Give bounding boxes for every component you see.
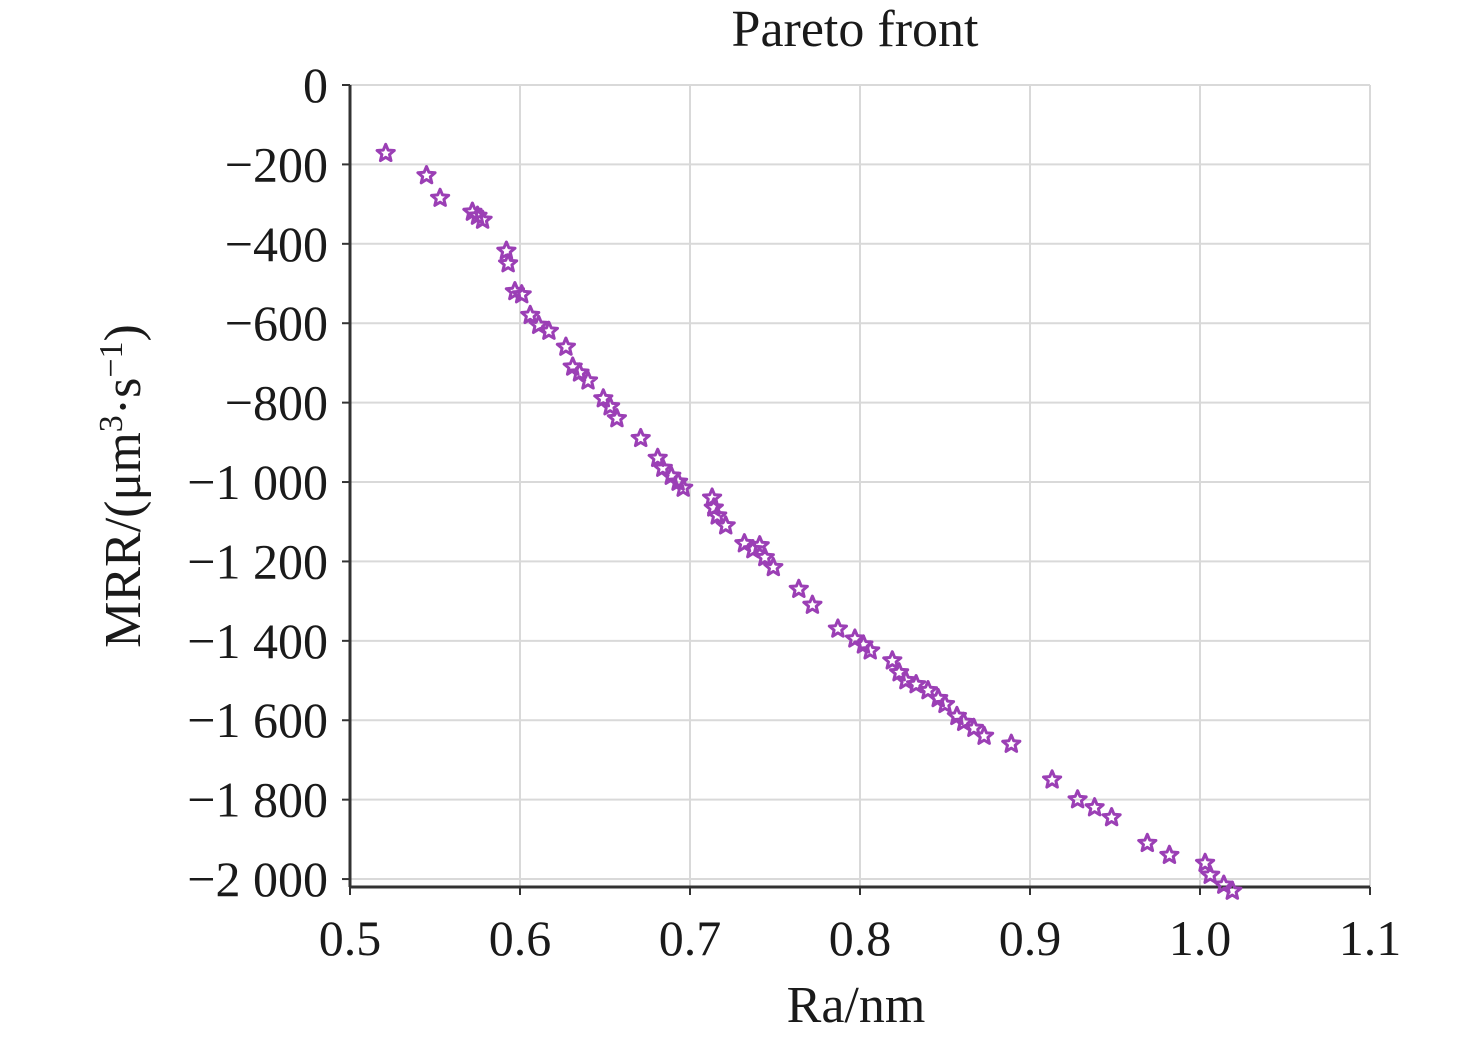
data-point (1101, 807, 1122, 827)
data-point (934, 693, 956, 714)
y-tick-label: −400 (225, 216, 328, 272)
data-point (430, 187, 451, 207)
data-point (600, 396, 621, 416)
data-point (749, 535, 770, 555)
y-tick-label: −1 600 (187, 692, 328, 748)
y-axis-title-end: ) (95, 324, 152, 341)
data-point (375, 142, 396, 163)
y-tick-label: −1 000 (187, 454, 328, 510)
x-axis-title: Ra/nm (787, 977, 926, 1034)
data-point (528, 314, 549, 334)
data-point (707, 505, 728, 525)
data-point (906, 674, 927, 694)
data-point (511, 284, 532, 304)
data-point (647, 447, 668, 467)
x-tick-label: 0.7 (659, 910, 722, 966)
data-point (917, 680, 939, 700)
x-tick-label: 0.6 (489, 910, 552, 966)
y-tick-labels: 0 −200 −400 −600 −800 −1 000 −1 200 −1 400 −1 60… (187, 57, 328, 907)
data-points (375, 142, 1243, 900)
y-tick-label: −1 800 (187, 772, 328, 828)
data-point (1067, 789, 1088, 809)
x-tick-label: 1.0 (1169, 910, 1232, 966)
data-point (742, 539, 763, 559)
x-tick-labels: 0.5 0.6 0.7 0.8 0.9 1.0 1.1 (319, 910, 1402, 966)
y-tick-label: 0 (303, 57, 328, 113)
data-point (754, 547, 775, 567)
y-tick-label: −600 (225, 295, 328, 351)
data-point (860, 640, 881, 660)
data-point (802, 594, 823, 614)
data-point (895, 670, 916, 690)
y-tick-label: −1 400 (187, 613, 328, 669)
data-point (963, 717, 984, 737)
axes (342, 84, 1371, 895)
y-axis-title: MRR/(μm3·s−1) (93, 324, 152, 648)
data-point (882, 650, 903, 670)
data-point (498, 253, 519, 273)
x-tick-label: 1.1 (1339, 910, 1402, 966)
data-point (763, 556, 784, 577)
data-point (1200, 864, 1221, 884)
data-point (577, 370, 599, 390)
y-tick-label: −800 (225, 375, 328, 431)
data-point (1084, 797, 1105, 817)
data-point (555, 336, 576, 356)
data-point (788, 578, 809, 598)
data-point (1001, 733, 1022, 753)
data-point (416, 165, 437, 185)
y-tick-label: −2 000 (187, 851, 328, 907)
data-point (953, 711, 974, 731)
data-point (673, 477, 694, 497)
data-point (715, 515, 736, 535)
data-point (827, 618, 848, 638)
data-point (520, 304, 541, 325)
y-axis-title-sup1: 3 (93, 415, 130, 432)
x-tick-label: 0.5 (319, 910, 382, 966)
chart-title: Pareto front (732, 1, 979, 58)
y-tick-label: −1 200 (187, 533, 328, 589)
data-point (1195, 852, 1216, 872)
data-point (538, 320, 559, 340)
y-axis-title-mid: ·s (95, 378, 152, 416)
data-point (630, 427, 651, 448)
data-point (974, 725, 995, 745)
y-tick-label: −200 (225, 136, 328, 192)
data-point (1042, 769, 1063, 789)
data-point (606, 408, 627, 428)
data-point (472, 209, 493, 229)
y-axis-title-main: MRR/(μm (95, 432, 152, 648)
y-axis-title-sup2: −1 (93, 341, 130, 377)
data-point (1137, 832, 1158, 853)
x-tick-label: 0.9 (999, 910, 1062, 966)
data-point (1222, 880, 1243, 900)
x-tick-label: 0.8 (829, 910, 892, 966)
data-point (1159, 844, 1180, 864)
